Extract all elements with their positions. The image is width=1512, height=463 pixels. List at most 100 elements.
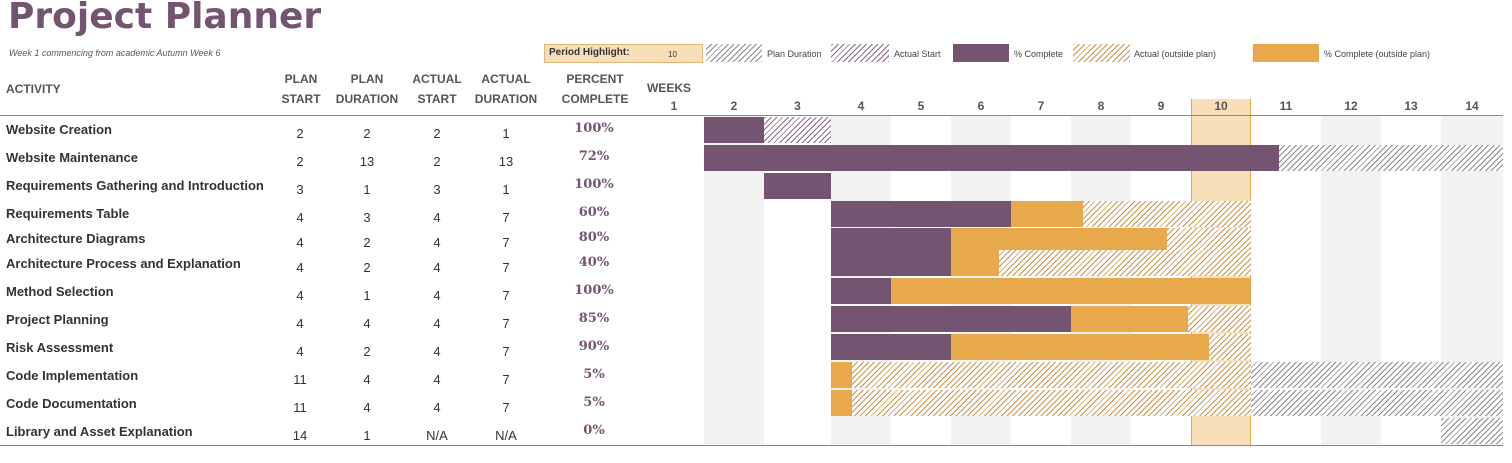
cell-plan-start: 14 [292,428,308,443]
cell-plan-start: 4 [296,344,304,359]
activity-name: Code Documentation [6,396,137,411]
legend-percent-complete-swatch [953,44,1009,62]
bottom-divider [0,445,1503,446]
gantt-complete-bar [704,145,1280,171]
header-actual-start: ACTUAL START [412,72,462,106]
gantt-complete-bar [831,228,951,254]
header-percent-complete: PERCENT COMPLETE [561,72,629,106]
cell-percent-complete: 5% [583,395,605,410]
period-highlight-input[interactable]: 10 [668,50,677,59]
cell-plan-duration: 2 [363,235,371,250]
cell-plan-start: 3 [296,182,304,197]
legend-actual-outside-swatch [1073,44,1130,62]
legend-actual-outside-label: Actual (outside plan) [1134,49,1217,59]
cell-plan-start: 2 [296,154,304,169]
cell-actual-duration: 1 [502,182,510,197]
cell-plan-start: 4 [296,288,304,303]
highlight-week-header [1191,99,1251,116]
gantt-complete-bar [831,201,1011,227]
cell-plan-start: 4 [296,316,304,331]
activity-name: Architecture Diagrams [6,231,146,246]
header-weeks: WEEKS [646,81,691,95]
cell-actual-duration: 7 [502,400,510,415]
cell-actual-start: 4 [433,260,441,275]
cell-plan-duration: 1 [363,288,371,303]
week-number: 9 [1157,99,1165,113]
cell-actual-duration: 7 [502,372,510,387]
gantt-plan-bar [1441,418,1503,444]
gantt-complete-bar [764,173,831,199]
activity-name: Architecture Process and Explanation [6,256,241,271]
cell-actual-start: 4 [433,235,441,250]
cell-plan-duration: 4 [363,400,371,415]
activity-name: Requirements Table [6,206,130,221]
cell-plan-duration: 2 [363,344,371,359]
gantt-plan-bar [1251,362,1503,388]
cell-plan-duration: 1 [363,428,371,443]
cell-actual-duration: 7 [502,260,510,275]
cell-plan-start: 11 [293,400,307,415]
activity-name: Library and Asset Explanation [6,424,193,439]
cell-plan-duration: 2 [363,126,371,141]
header-plan-duration: PLAN DURATION [335,72,399,106]
gantt-complete-bar [831,334,951,360]
cell-actual-duration: 7 [502,235,510,250]
activity-name: Requirements Gathering and Introduction [6,178,264,193]
gantt-complete-outside-bar [831,390,852,416]
legend-plan-duration-label: Plan Duration [767,49,822,59]
gantt-complete-bar [831,306,1071,332]
week-number: 6 [977,99,985,113]
cell-actual-start: 4 [433,344,441,359]
period-highlight-box [544,44,703,63]
cell-plan-duration: 2 [363,260,371,275]
cell-plan-duration: 4 [363,372,371,387]
header-actual-duration: ACTUAL DURATION [474,72,538,106]
page-title: Project Planner [8,0,322,37]
gantt-plan-bar [1251,390,1503,416]
legend-actual-start-swatch [831,44,889,62]
week-number: 2 [730,99,738,113]
cell-actual-duration: 1 [502,126,510,141]
legend-percent-outside-swatch [1253,44,1319,62]
week-number: 11 [1279,99,1293,113]
legend-percent-outside-label: % Complete (outside plan) [1324,49,1431,59]
cell-plan-start: 4 [296,235,304,250]
header-activity: ACTIVITY [6,82,61,96]
cell-percent-complete: 0% [583,423,605,438]
legend-actual-start-label: Actual Start [894,49,941,59]
gantt-complete-bar [831,278,891,304]
cell-plan-start: 2 [296,126,304,141]
week-number: 13 [1404,99,1418,113]
activity-name: Method Selection [6,284,114,299]
period-highlight-label: Period Highlight: [549,47,630,58]
gantt-actual-start-bar [764,117,831,143]
gantt-complete-outside-bar [831,362,852,388]
cell-percent-complete: 5% [583,367,605,382]
cell-percent-complete: 100% [574,121,614,136]
week-number: 4 [857,99,865,113]
week-number: 12 [1344,99,1358,113]
cell-actual-start: 4 [433,288,441,303]
gantt-complete-bar [704,117,764,143]
cell-actual-duration: N/A [495,428,517,443]
cell-actual-start: 2 [433,126,441,141]
week-number: 10 [1214,99,1228,113]
cell-percent-complete: 90% [578,339,610,354]
cell-plan-start: 4 [296,210,304,225]
gantt-complete-outside-bar [1011,201,1083,227]
cell-actual-start: N/A [426,428,448,443]
cell-percent-complete: 100% [574,177,614,192]
cell-actual-start: 4 [433,372,441,387]
legend-percent-complete-label: % Complete [1014,49,1064,59]
activity-name: Website Creation [6,122,112,137]
header-plan-start: PLAN START [281,72,321,106]
week-number: 14 [1465,99,1479,113]
cell-percent-complete: 40% [578,255,610,270]
gantt-complete-outside-bar [891,278,1251,304]
cell-actual-start: 3 [433,182,441,197]
activity-name: Website Maintenance [6,150,138,165]
activity-name: Project Planning [6,312,109,327]
cell-actual-start: 4 [433,210,441,225]
cell-plan-start: 11 [293,372,307,387]
cell-percent-complete: 60% [578,205,610,220]
